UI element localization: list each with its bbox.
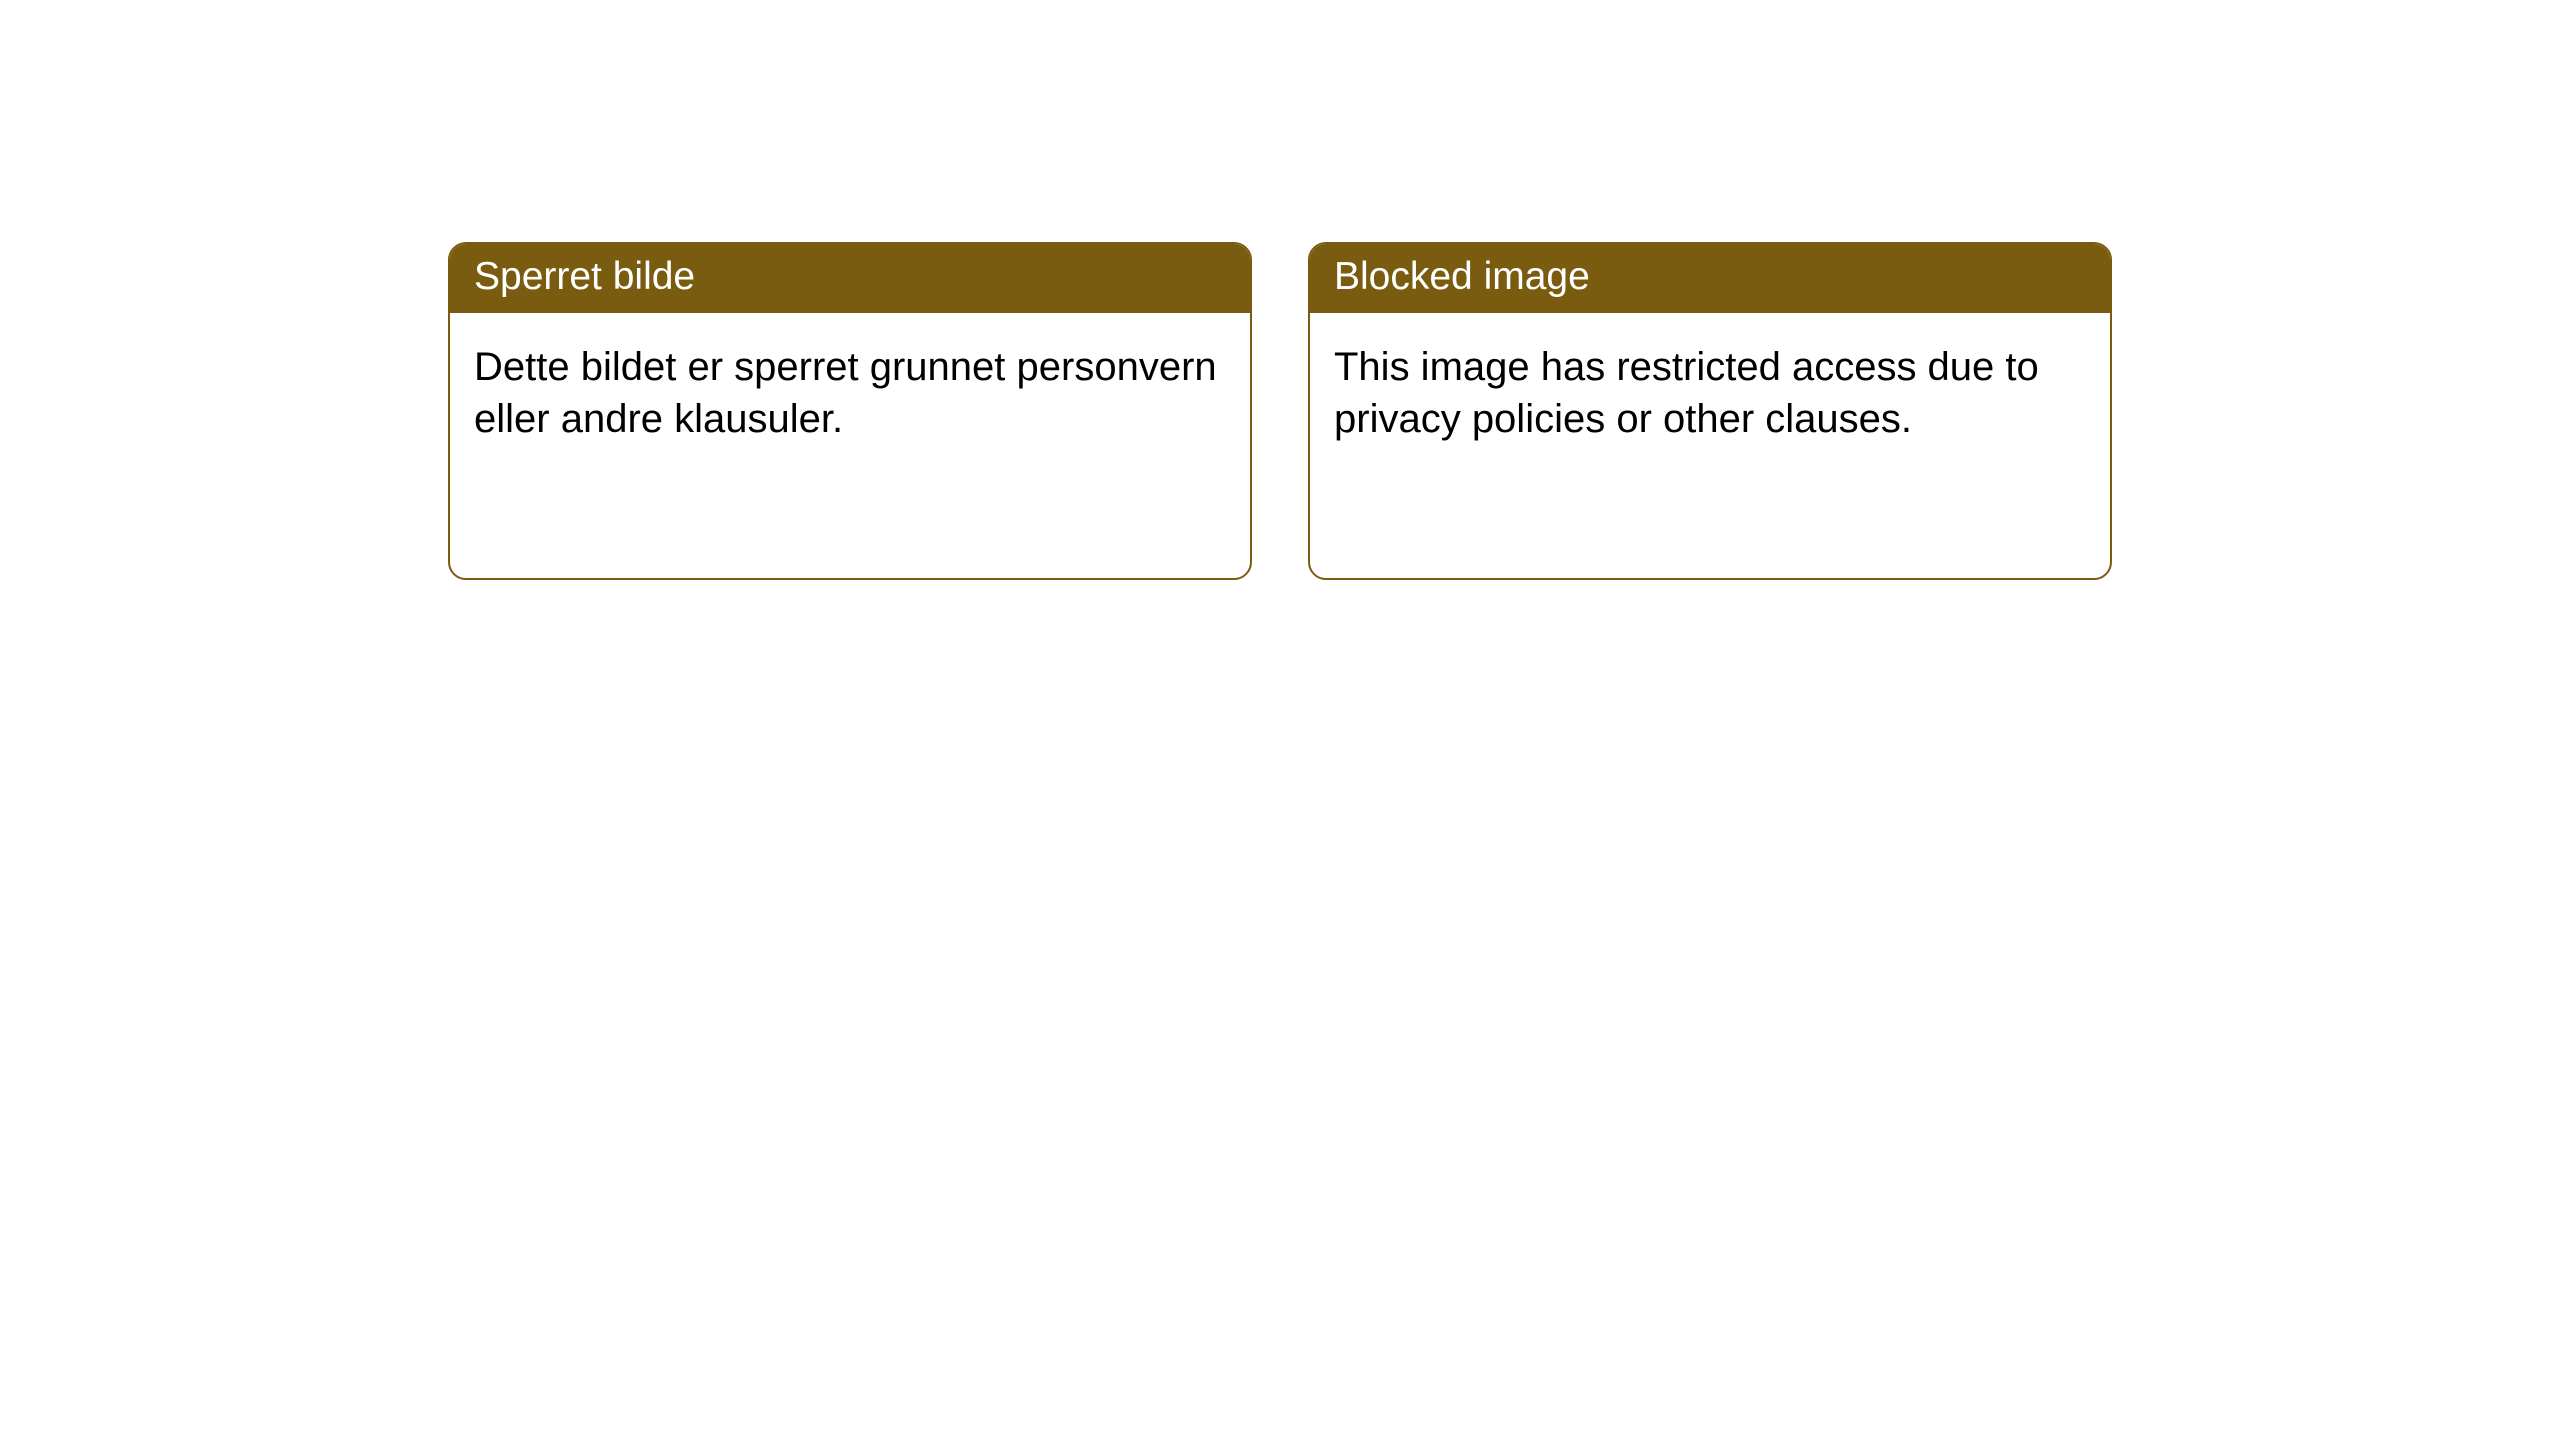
notice-header: Sperret bilde	[450, 244, 1250, 313]
notice-box-norwegian: Sperret bilde Dette bildet er sperret gr…	[448, 242, 1252, 580]
notice-box-english: Blocked image This image has restricted …	[1308, 242, 2112, 580]
notice-body: This image has restricted access due to …	[1310, 313, 2110, 473]
notice-container: Sperret bilde Dette bildet er sperret gr…	[448, 242, 2112, 580]
notice-header: Blocked image	[1310, 244, 2110, 313]
notice-body: Dette bildet er sperret grunnet personve…	[450, 313, 1250, 473]
